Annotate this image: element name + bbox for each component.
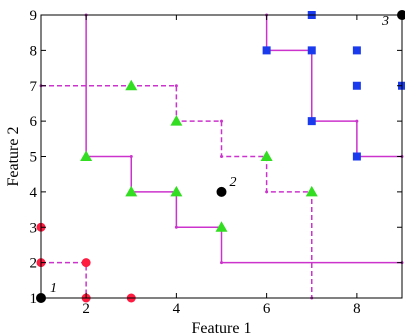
boundary-vertex — [129, 155, 133, 158]
y-tick-label: 7 — [30, 79, 38, 95]
class2-point — [305, 185, 318, 197]
y-tick-label: 8 — [30, 43, 38, 59]
x-axis-label: Feature 1 — [192, 320, 252, 336]
class2-point — [125, 79, 138, 91]
class3-point — [262, 46, 271, 55]
class3-point — [352, 152, 361, 161]
query-point-2 — [216, 186, 227, 197]
x-tick-label: 2 — [82, 301, 90, 317]
query-label-1: 1 — [50, 281, 57, 296]
class3-point — [307, 46, 316, 55]
class2-point — [170, 115, 183, 126]
y-tick-label: 2 — [30, 256, 38, 272]
boundary-vertex — [220, 119, 223, 123]
class2-point — [260, 150, 273, 161]
class2-point — [215, 221, 228, 232]
class1-point — [81, 258, 91, 268]
query-label-2: 2 — [230, 175, 237, 190]
y-axis-label: Feature 2 — [5, 127, 22, 187]
y-tick-label: 4 — [30, 185, 38, 201]
y-tick-label: 3 — [30, 220, 38, 236]
boundary-vertex — [265, 190, 269, 194]
boundary-vertex — [355, 119, 359, 123]
boundary-vertex — [220, 155, 223, 158]
x-tick-label: 6 — [263, 301, 271, 317]
data-points: 1 2 3 — [36, 10, 405, 303]
class3-point — [352, 81, 361, 90]
boundary-line-3 — [265, 15, 402, 158]
boundary-vertex — [174, 84, 178, 88]
y-tick-label: 9 — [30, 8, 38, 24]
class2-point — [170, 185, 183, 197]
y-tick-label: 6 — [30, 114, 38, 130]
y-tick-label: 1 — [30, 291, 38, 307]
y-tick-label: 5 — [30, 150, 38, 166]
class2-point — [125, 185, 138, 197]
x-tick-label: 4 — [173, 301, 181, 317]
boundary-vertex — [174, 225, 178, 229]
class2-point — [80, 150, 93, 161]
decision-boundaries — [39, 13, 404, 300]
class3-point — [352, 46, 361, 55]
boundary-line-4 — [41, 261, 87, 298]
boundary-vertex — [220, 261, 223, 265]
query-label-3: 3 — [381, 14, 389, 29]
x-tick-label: 8 — [353, 301, 361, 317]
class3-point — [307, 117, 316, 126]
